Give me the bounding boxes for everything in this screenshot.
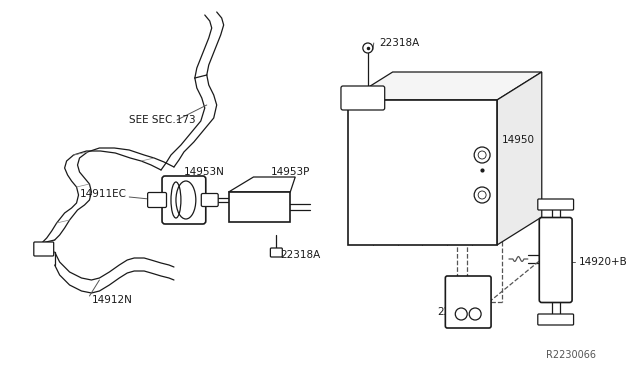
Text: 14953P: 14953P [270, 167, 310, 177]
FancyBboxPatch shape [202, 193, 218, 206]
Circle shape [474, 187, 490, 203]
Text: 22318A: 22318A [280, 250, 321, 260]
Text: SEE SEC.173: SEE SEC.173 [129, 115, 196, 125]
Bar [228, 192, 291, 222]
FancyBboxPatch shape [341, 86, 385, 110]
Ellipse shape [171, 182, 181, 218]
Polygon shape [228, 177, 295, 192]
FancyBboxPatch shape [538, 314, 573, 325]
Text: 14911EC: 14911EC [79, 189, 127, 199]
Text: 14920+B: 14920+B [579, 257, 627, 267]
Bar [348, 100, 497, 245]
Circle shape [363, 43, 372, 53]
Circle shape [478, 191, 486, 199]
Text: 14912N: 14912N [92, 295, 132, 305]
Circle shape [478, 151, 486, 159]
FancyBboxPatch shape [34, 242, 54, 256]
Circle shape [455, 308, 467, 320]
Circle shape [469, 308, 481, 320]
Text: R2230066: R2230066 [547, 350, 596, 360]
FancyBboxPatch shape [540, 218, 572, 302]
Text: 22365: 22365 [437, 307, 470, 317]
FancyBboxPatch shape [538, 199, 573, 210]
Text: 22318A: 22318A [380, 38, 420, 48]
FancyBboxPatch shape [148, 192, 166, 208]
Polygon shape [348, 72, 542, 100]
Text: 14950: 14950 [502, 135, 535, 145]
FancyBboxPatch shape [445, 276, 491, 328]
FancyBboxPatch shape [162, 176, 206, 224]
FancyBboxPatch shape [270, 248, 282, 257]
Polygon shape [497, 72, 542, 245]
Circle shape [474, 147, 490, 163]
Text: 14953N: 14953N [184, 167, 225, 177]
